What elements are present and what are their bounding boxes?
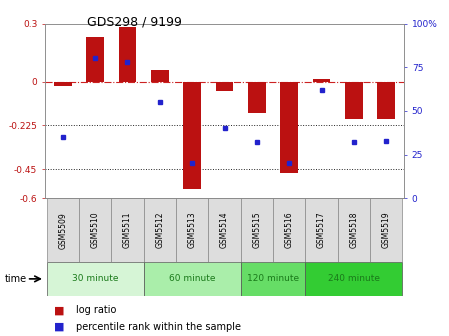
Bar xyxy=(313,79,330,82)
Bar xyxy=(111,198,144,262)
Text: GDS298 / 9199: GDS298 / 9199 xyxy=(87,15,182,28)
Text: GSM5513: GSM5513 xyxy=(188,212,197,249)
Bar xyxy=(241,198,273,262)
Text: GSM5511: GSM5511 xyxy=(123,212,132,248)
Text: GSM5518: GSM5518 xyxy=(349,212,358,248)
Text: GSM5512: GSM5512 xyxy=(155,212,164,248)
Text: 30 minute: 30 minute xyxy=(72,275,118,283)
Bar xyxy=(216,82,233,91)
Bar xyxy=(208,198,241,262)
Bar xyxy=(305,262,402,296)
Text: GSM5517: GSM5517 xyxy=(317,212,326,249)
Text: GSM5510: GSM5510 xyxy=(91,212,100,249)
Bar xyxy=(144,198,176,262)
Bar xyxy=(280,82,298,173)
Bar xyxy=(176,198,208,262)
Text: 120 minute: 120 minute xyxy=(247,275,299,283)
Bar xyxy=(47,198,79,262)
Text: 240 minute: 240 minute xyxy=(328,275,380,283)
Text: ■: ■ xyxy=(54,322,64,332)
Text: GSM5514: GSM5514 xyxy=(220,212,229,249)
Text: ■: ■ xyxy=(54,305,64,316)
Bar xyxy=(183,82,201,188)
Bar xyxy=(273,198,305,262)
Bar xyxy=(338,198,370,262)
Text: log ratio: log ratio xyxy=(76,305,117,316)
Text: time: time xyxy=(4,274,26,284)
Bar xyxy=(119,28,136,82)
Bar xyxy=(79,198,111,262)
Text: GSM5509: GSM5509 xyxy=(58,212,67,249)
Bar xyxy=(345,82,363,119)
Text: GSM5516: GSM5516 xyxy=(285,212,294,249)
Bar xyxy=(144,262,241,296)
Bar xyxy=(378,82,395,119)
Text: GSM5515: GSM5515 xyxy=(252,212,261,249)
Text: percentile rank within the sample: percentile rank within the sample xyxy=(76,322,241,332)
Bar xyxy=(370,198,402,262)
Bar xyxy=(305,198,338,262)
Bar xyxy=(248,82,266,113)
Bar xyxy=(151,70,169,82)
Bar xyxy=(241,262,305,296)
Text: 60 minute: 60 minute xyxy=(169,275,216,283)
Bar xyxy=(54,82,71,86)
Bar xyxy=(86,37,104,82)
Text: GSM5519: GSM5519 xyxy=(382,212,391,249)
Bar xyxy=(47,262,144,296)
